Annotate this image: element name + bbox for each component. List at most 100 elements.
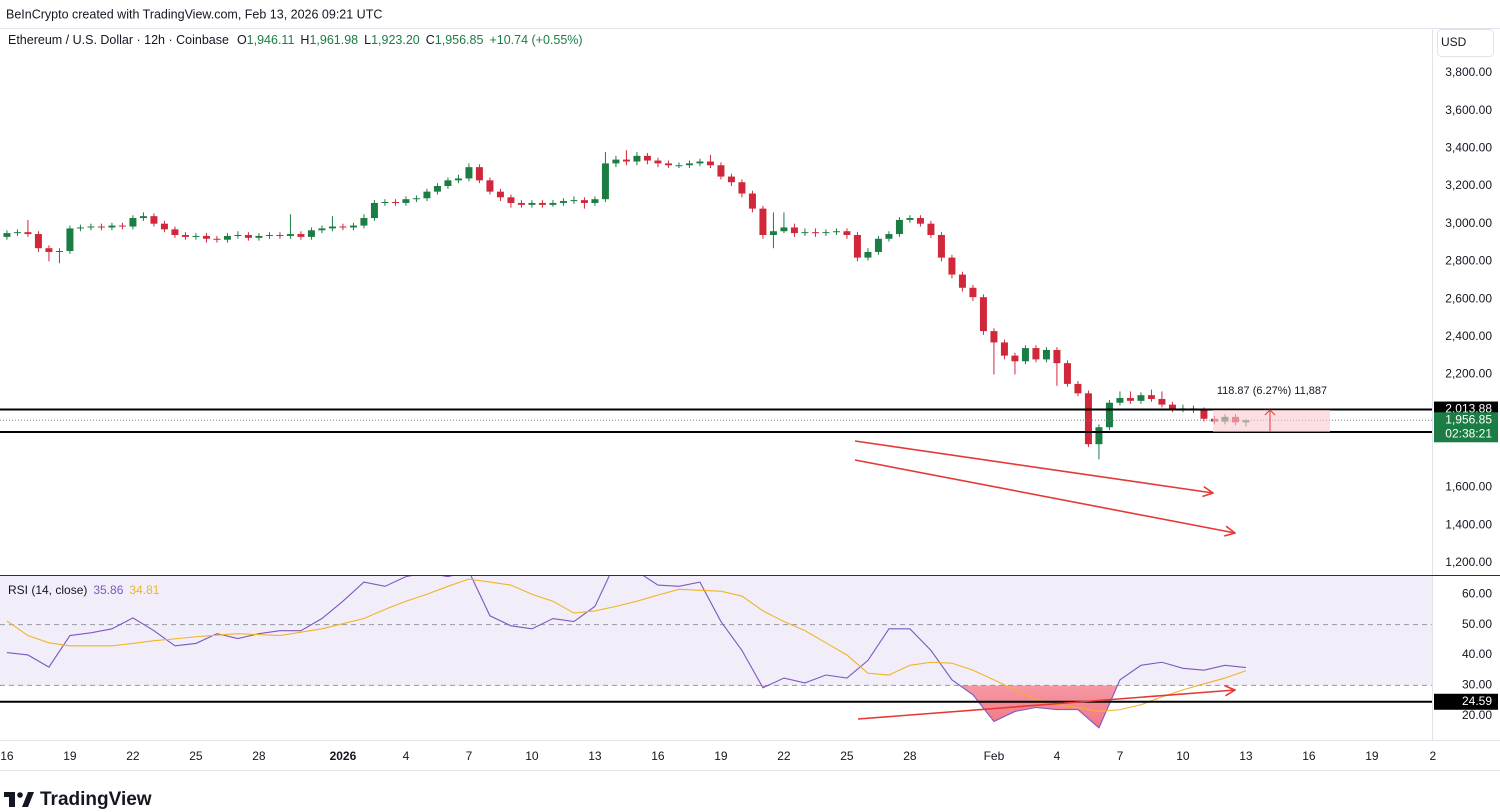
currency-box[interactable] bbox=[1437, 29, 1494, 57]
rsi-tick-label: 30.00 bbox=[1462, 678, 1492, 692]
measure-arrow-head bbox=[1264, 409, 1276, 416]
y-tick-label: 2,800.00 bbox=[1445, 254, 1492, 268]
candle-body bbox=[969, 287, 977, 298]
candle-body bbox=[517, 202, 525, 205]
rsi-tick-label: 20.00 bbox=[1462, 708, 1492, 722]
brand-logo bbox=[4, 792, 34, 807]
x-tick-label: 2026 bbox=[330, 749, 357, 763]
x-tick-label: 2 bbox=[1429, 749, 1436, 763]
candle-body bbox=[1137, 395, 1145, 401]
candle-body bbox=[895, 219, 903, 235]
candle-body bbox=[328, 226, 336, 229]
candle-body bbox=[3, 233, 11, 237]
rsi-arrow bbox=[857, 690, 1235, 720]
x-tick-label: 13 bbox=[588, 749, 602, 763]
x-tick-label: 10 bbox=[525, 749, 539, 763]
candle-body bbox=[381, 202, 389, 204]
ohlc-value: 1,956.85 bbox=[435, 33, 484, 47]
rsi-title: RSI (14, close) bbox=[8, 583, 87, 597]
candle-body bbox=[916, 218, 924, 224]
trend-arrow bbox=[854, 440, 1213, 493]
candle-body bbox=[1042, 349, 1050, 360]
axes: USD 3,800.00 3,600.00 3,400.00 3,200.00 3,00… bbox=[0, 28, 1500, 771]
x-tick-label: 19 bbox=[714, 749, 728, 763]
candle-body bbox=[496, 191, 504, 198]
rsi-tick-label: 60.00 bbox=[1462, 586, 1492, 600]
candle-body bbox=[591, 199, 599, 203]
x-tick-label: 7 bbox=[1117, 749, 1124, 763]
candle-body bbox=[1011, 355, 1019, 362]
candle-body bbox=[475, 167, 483, 181]
rsi-tick-label: 50.00 bbox=[1462, 617, 1492, 631]
candle-body bbox=[402, 199, 410, 203]
candle-body bbox=[486, 180, 494, 192]
candle-body bbox=[360, 218, 368, 226]
candle-body bbox=[150, 216, 158, 224]
y-tick-label: 1,400.00 bbox=[1445, 517, 1492, 531]
candle-body bbox=[349, 225, 357, 228]
candle-body bbox=[853, 234, 861, 258]
rsi-value: 34.81 bbox=[129, 583, 159, 597]
candle-body bbox=[55, 251, 63, 253]
back-layer bbox=[0, 576, 1432, 686]
candle-body bbox=[108, 225, 116, 228]
last-price-label: 1,956.85 bbox=[1445, 412, 1492, 426]
candle-body bbox=[213, 238, 221, 240]
candle-body bbox=[444, 180, 452, 186]
candle-body bbox=[66, 228, 74, 252]
candle-body bbox=[118, 225, 126, 227]
candle-body bbox=[622, 159, 630, 162]
candle-body bbox=[465, 167, 473, 179]
candle-body bbox=[538, 202, 546, 205]
rsi-level-label: 24.59 bbox=[1462, 694, 1492, 708]
y-tick-label: 2,200.00 bbox=[1445, 367, 1492, 381]
candle-body bbox=[307, 230, 315, 237]
candle-body bbox=[927, 223, 935, 235]
x-tick-label: 28 bbox=[903, 749, 917, 763]
candle-body bbox=[129, 218, 137, 227]
candle-body bbox=[727, 176, 735, 183]
brand: TradingView bbox=[40, 789, 152, 810]
candle-body bbox=[1200, 410, 1208, 419]
candle-body bbox=[664, 163, 672, 166]
candle-body bbox=[181, 234, 189, 237]
rsi-tick-label: 40.00 bbox=[1462, 647, 1492, 661]
candle-body bbox=[87, 226, 95, 228]
y-tick-label: 3,800.00 bbox=[1445, 65, 1492, 79]
x-tick-label: 19 bbox=[63, 749, 77, 763]
candle-body bbox=[223, 235, 231, 240]
candle-body bbox=[685, 163, 693, 166]
currency[interactable]: USD bbox=[1441, 35, 1467, 49]
measure-box bbox=[1213, 410, 1330, 432]
candle-body bbox=[1063, 363, 1071, 384]
candle-body bbox=[654, 160, 662, 164]
y-tick-label: 3,200.00 bbox=[1445, 178, 1492, 192]
candle-body bbox=[780, 227, 788, 232]
candle-body bbox=[1105, 402, 1113, 428]
candle-body bbox=[864, 251, 872, 258]
candle-body bbox=[948, 257, 956, 275]
ohlc-value: 1,923.20 bbox=[371, 33, 420, 47]
candle-body bbox=[643, 155, 651, 161]
x-tick-label: 4 bbox=[403, 749, 410, 763]
ohlc-key: O bbox=[237, 33, 247, 47]
ohlc-key: C bbox=[426, 33, 435, 47]
candle-body bbox=[1074, 383, 1082, 394]
candle-body bbox=[832, 231, 840, 233]
x-tick-label: 16 bbox=[1302, 749, 1316, 763]
y-tick-label: 3,000.00 bbox=[1445, 216, 1492, 230]
y-tick-label: 2,600.00 bbox=[1445, 291, 1492, 305]
rsi-line bbox=[6, 578, 1247, 713]
candle-body bbox=[391, 202, 399, 204]
price-axis-bg bbox=[1433, 29, 1500, 740]
ohlc-value: 1,961.98 bbox=[309, 33, 358, 47]
candle-body bbox=[244, 234, 252, 238]
candle-body bbox=[160, 223, 168, 230]
candle-body bbox=[790, 227, 798, 234]
candle-body bbox=[717, 165, 725, 177]
candle-body bbox=[234, 234, 242, 236]
x-tick-label: 25 bbox=[189, 749, 203, 763]
candle-body bbox=[570, 200, 578, 202]
y-tick-label: 1,600.00 bbox=[1445, 480, 1492, 494]
